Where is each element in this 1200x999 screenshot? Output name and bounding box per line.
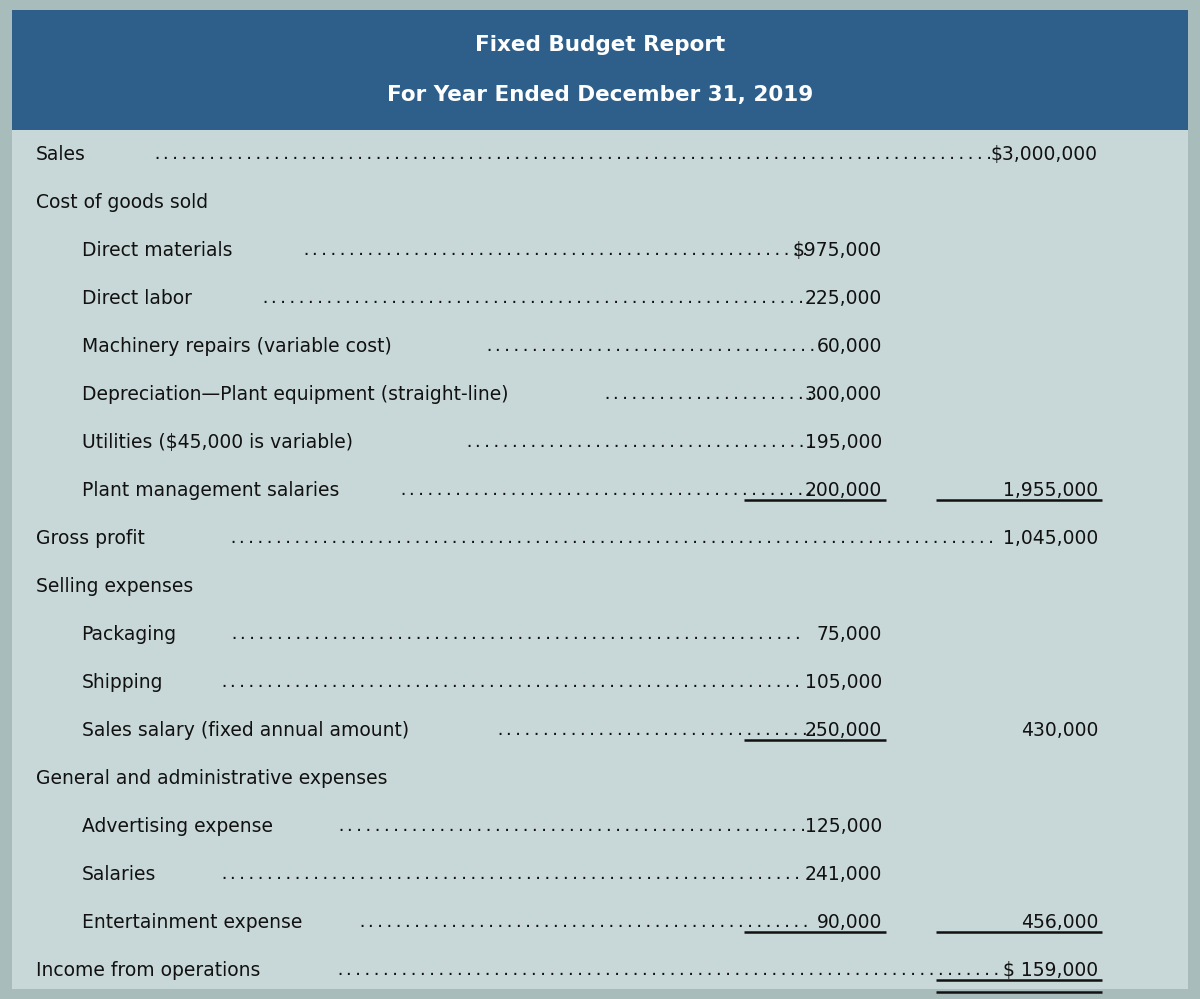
Text: Machinery repairs (variable cost): Machinery repairs (variable cost) [82,337,391,357]
Text: 125,000: 125,000 [805,816,882,836]
Text: Sales: Sales [36,145,86,165]
Text: 225,000: 225,000 [805,289,882,309]
Text: 430,000: 430,000 [1021,720,1098,740]
Bar [12,10,1188,130]
Text: Fixed Budget Report: Fixed Budget Report [475,35,725,55]
Text: 90,000: 90,000 [817,912,882,932]
Text: Advertising expense: Advertising expense [82,816,272,836]
Text: 1,955,000: 1,955,000 [1003,481,1098,500]
Text: ..............................................................: ........................................… [229,626,803,642]
Text: Plant management salaries: Plant management salaries [82,481,338,500]
Text: ................................................................................: ........................................… [228,530,996,546]
Text: Income from operations: Income from operations [36,960,260,980]
Text: 300,000: 300,000 [805,385,882,405]
Text: 105,000: 105,000 [805,672,882,692]
Text: Selling expenses: Selling expenses [36,576,193,596]
Text: ......................................: ...................................... [464,435,816,451]
Text: 75,000: 75,000 [817,624,882,644]
Text: ........................: ........................ [602,387,824,403]
Text: 456,000: 456,000 [1021,912,1098,932]
Text: Entertainment expense: Entertainment expense [82,912,302,932]
Text: 200,000: 200,000 [805,481,882,500]
Text: Utilities ($45,000 is variable): Utilities ($45,000 is variable) [82,433,353,453]
Text: ....................................: .................................... [485,339,817,355]
Text: $3,000,000: $3,000,000 [991,145,1098,165]
Text: Depreciation—Plant equipment (straight-line): Depreciation—Plant equipment (straight-l… [82,385,508,405]
Text: 60,000: 60,000 [817,337,882,357]
Text: $975,000: $975,000 [793,241,882,261]
Text: 195,000: 195,000 [805,433,882,453]
Text: 241,000: 241,000 [805,864,882,884]
Text: Salaries: Salaries [82,864,156,884]
Text: .......................................................: ........................................… [301,243,810,259]
Text: 1,045,000: 1,045,000 [1003,528,1098,548]
Text: Direct labor: Direct labor [82,289,192,309]
Text: ........................................................................: ........................................… [336,962,1002,978]
Text: Packaging: Packaging [82,624,176,644]
Text: Direct materials: Direct materials [82,241,232,261]
Text: Gross profit: Gross profit [36,528,145,548]
Text: $ 159,000: $ 159,000 [1003,960,1098,980]
Text: .................................................: ........................................… [358,914,810,930]
Text: Sales salary (fixed annual amount): Sales salary (fixed annual amount) [82,720,409,740]
Text: ...............................................................: ........................................… [220,674,802,690]
Text: Cost of goods sold: Cost of goods sold [36,193,208,213]
Text: Shipping: Shipping [82,672,163,692]
Text: General and administrative expenses: General and administrative expenses [36,768,388,788]
Text: .............................................: ........................................… [398,483,815,499]
Text: ...................................................: ........................................… [336,818,809,834]
Text: ...............................................................: ........................................… [220,866,802,882]
Text: ................................................................................: ........................................… [152,147,994,163]
Text: For Year Ended December 31, 2019: For Year Ended December 31, 2019 [386,85,814,105]
Text: ...........................................................: ........................................… [260,291,806,307]
Text: 250,000: 250,000 [805,720,882,740]
Text: ...................................: ................................... [494,722,818,738]
